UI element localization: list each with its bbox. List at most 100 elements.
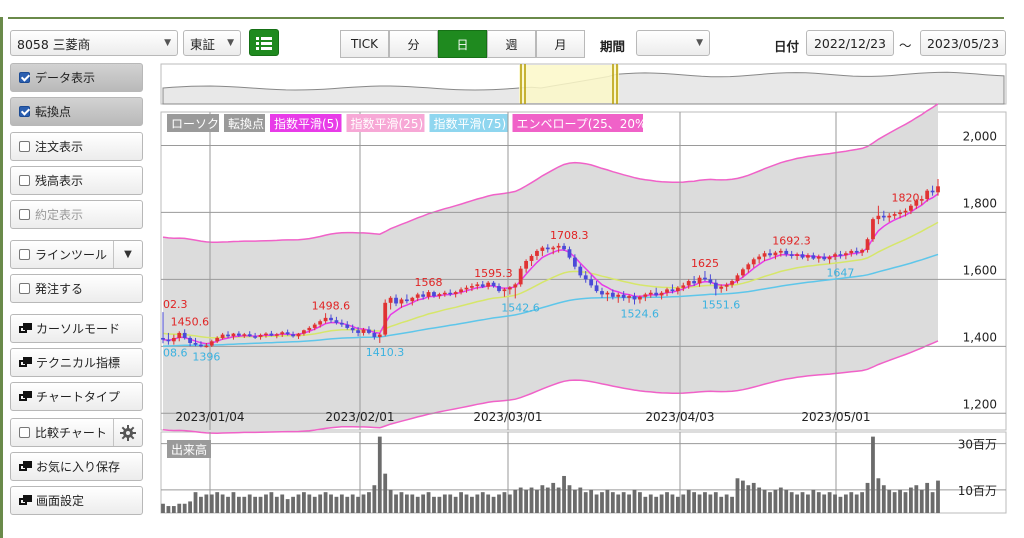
- volume-bar: [925, 482, 930, 513]
- volume-bar: [161, 503, 165, 513]
- volume-bar: [865, 482, 870, 513]
- volume-bar: [768, 492, 772, 513]
- volume-bar: [470, 496, 474, 513]
- tab-timeframe-2[interactable]: 日: [438, 30, 487, 58]
- candle-body: [426, 292, 431, 297]
- candle-body: [876, 215, 881, 220]
- volume-bar: [811, 489, 816, 513]
- header-rule: [8, 17, 1004, 19]
- candle-body: [903, 210, 908, 213]
- sidebar-item-0[interactable]: データ表示: [10, 63, 143, 92]
- legend-chip-3: [346, 114, 425, 132]
- checkbox-icon[interactable]: [19, 106, 30, 117]
- volume-bar: [356, 496, 361, 513]
- volume-bar: [806, 494, 810, 513]
- volume-bar: [220, 494, 225, 513]
- y-tick-label: 2,000: [963, 129, 997, 143]
- volume-bar: [280, 494, 285, 513]
- sidebar-item-9[interactable]: チャートタイプ: [10, 382, 143, 411]
- volume-bar: [854, 494, 859, 513]
- tab-timeframe-3[interactable]: 週: [487, 30, 536, 58]
- volume-bar: [464, 494, 469, 513]
- volume-bar: [226, 496, 230, 513]
- candle-body: [773, 252, 778, 256]
- candle-body: [497, 286, 501, 292]
- tab-timeframe-0[interactable]: TICK: [340, 30, 389, 58]
- chevron-down-icon[interactable]: ▼: [113, 241, 142, 268]
- volume-bar: [746, 485, 751, 513]
- volume-bar: [778, 487, 783, 513]
- volume-bar: [486, 494, 491, 513]
- trough-label: 1647: [826, 267, 854, 280]
- gear-icon[interactable]: [113, 419, 142, 446]
- checkbox-icon[interactable]: [19, 72, 30, 83]
- candle-body: [226, 334, 230, 337]
- volume-bar: [404, 494, 409, 513]
- candle-body: [242, 334, 247, 336]
- checkbox-icon[interactable]: [19, 249, 30, 260]
- candle-body: [686, 281, 691, 286]
- date-from-value: 2022/12/23: [813, 35, 887, 51]
- symbol-select[interactable]: 8058 三菱商 ▼: [10, 30, 178, 56]
- sidebar-item-7[interactable]: カーソルモード: [10, 314, 143, 343]
- candle-body: [670, 289, 675, 292]
- volume-bar: [193, 492, 198, 513]
- legend-label-4: 指数平滑(75): [434, 116, 507, 131]
- window-icon: [19, 323, 32, 334]
- chevron-down-icon: ▼: [227, 38, 234, 48]
- tab-timeframe-1[interactable]: 分: [389, 30, 438, 58]
- sidebar-item-6[interactable]: 発注する: [10, 274, 143, 303]
- volume-bar: [318, 494, 323, 513]
- volume-bar: [621, 492, 626, 513]
- candle-body: [892, 214, 897, 216]
- sidebar-item-5[interactable]: ラインツール ▼: [10, 240, 143, 269]
- sidebar-item-12[interactable]: 画面設定: [10, 486, 143, 515]
- list-menu-button[interactable]: [249, 29, 279, 56]
- sidebar-item-4: 約定表示: [10, 200, 143, 229]
- sidebar-item-label: データ表示: [35, 71, 96, 85]
- volume-bar: [833, 494, 837, 513]
- volume-bar: [638, 492, 642, 513]
- candle-body: [318, 321, 323, 325]
- checkbox-icon[interactable]: [19, 427, 30, 438]
- sidebar-item-2[interactable]: 注文表示: [10, 132, 143, 161]
- candle-body: [291, 334, 295, 337]
- tab-timeframe-4[interactable]: 月: [536, 30, 585, 58]
- checkbox-icon[interactable]: [19, 283, 30, 294]
- candle-body: [583, 275, 588, 280]
- volume-bar: [415, 496, 420, 513]
- candle-body: [361, 329, 366, 333]
- checkbox-icon[interactable]: [19, 141, 30, 152]
- volume-bar: [432, 496, 436, 513]
- sidebar-item-8[interactable]: テクニカル指標: [10, 348, 143, 377]
- candle-body: [171, 337, 176, 342]
- sidebar-item-10[interactable]: 比較チャート: [10, 418, 143, 447]
- checkbox-icon[interactable]: [19, 175, 30, 186]
- sidebar-item-11[interactable]: お気に入り保存: [10, 452, 143, 481]
- volume-bar: [909, 487, 913, 513]
- sidebar-item-1[interactable]: 転換点: [10, 97, 143, 126]
- volume-bar: [822, 494, 827, 513]
- volume-bar: [410, 494, 415, 513]
- sidebar-item-label: 比較チャート: [35, 426, 107, 440]
- volume-bar: [692, 492, 697, 513]
- volume-bar: [849, 492, 854, 513]
- candle-body: [404, 299, 409, 302]
- checkbox-icon[interactable]: [19, 209, 30, 220]
- period-select[interactable]: ▼: [636, 30, 710, 56]
- volume-bar: [871, 436, 875, 513]
- volume-bar: [914, 485, 919, 513]
- date-from-input[interactable]: 2022/12/23: [806, 30, 894, 56]
- volume-bar: [302, 492, 306, 513]
- market-select[interactable]: 東証 ▼: [183, 30, 241, 56]
- volume-bar: [903, 492, 908, 513]
- candle-body: [193, 342, 198, 345]
- envelope-band: [163, 103, 938, 434]
- volume-bar: [632, 489, 637, 513]
- trough-label: 1396: [192, 351, 220, 364]
- sidebar-item-3[interactable]: 残高表示: [10, 166, 143, 195]
- candle-body: [486, 282, 491, 287]
- window-icon: [19, 391, 32, 402]
- date-to-input[interactable]: 2023/05/23: [920, 30, 1006, 56]
